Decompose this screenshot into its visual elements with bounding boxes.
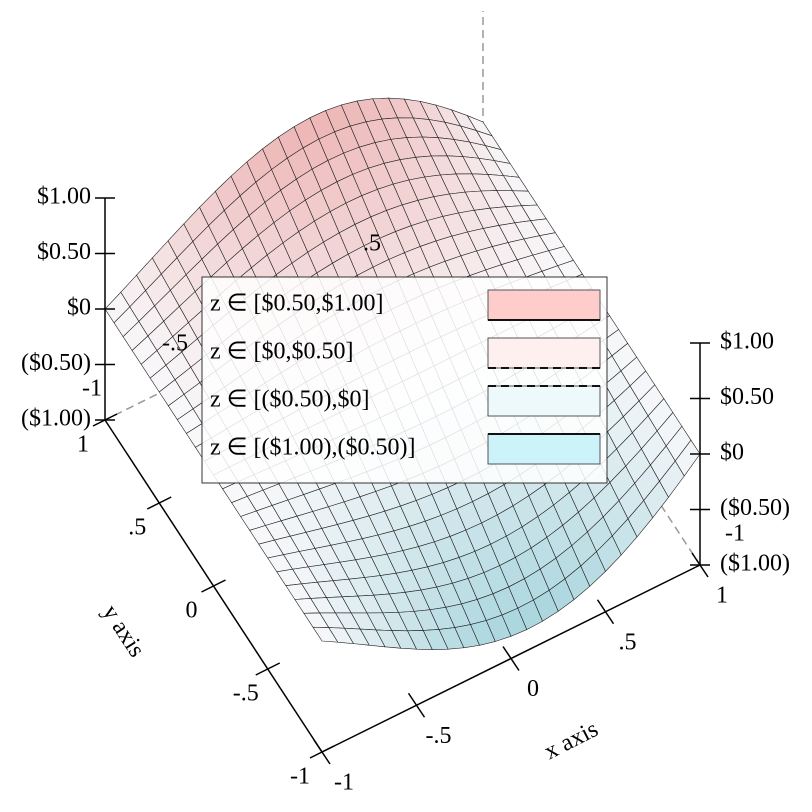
- legend-swatch: [487, 385, 601, 417]
- legend-label: z ∈ [$0,$0.50]: [210, 339, 354, 365]
- x-tick-label: -.5: [162, 331, 188, 357]
- z-tick-label: $1.00: [720, 329, 774, 355]
- z-tick-label: ($1.00): [720, 551, 790, 577]
- y-axis-label: y axis: [97, 600, 150, 662]
- z-tick-label: $0: [720, 440, 744, 466]
- x-axis-label: x axis: [540, 716, 602, 765]
- y-tick: [146, 496, 172, 510]
- x-tick-label: -1: [334, 770, 354, 796]
- x-tick-label: .5: [619, 629, 637, 655]
- z-tick-label: $1.00: [37, 184, 91, 210]
- z-tick-label: $0.50: [720, 384, 774, 410]
- y-tick-label: -1: [725, 521, 745, 547]
- z-tick-label: $0.50: [37, 239, 91, 265]
- x-tick-label: 1: [716, 583, 728, 609]
- y-tick-label: -.5: [233, 681, 259, 707]
- legend-swatch: [487, 289, 601, 321]
- legend-label: z ∈ [($1.00),($0.50)]: [210, 435, 416, 461]
- x-tick-label: -.5: [426, 723, 452, 749]
- z-tick-label: ($0.50): [21, 350, 91, 376]
- legend-swatch: [487, 433, 601, 465]
- x-tick: [407, 692, 426, 718]
- x-tick-label: 0: [527, 676, 539, 702]
- x-tick: [502, 646, 520, 671]
- y-tick-label: -1: [290, 764, 310, 790]
- legend-swatch: [487, 337, 601, 369]
- y-tick: [201, 579, 226, 593]
- y-tick-label: 1: [77, 432, 89, 458]
- y-tick: [309, 745, 335, 759]
- x-tick-label: -1: [82, 376, 102, 402]
- z-tick-label: ($1.00): [21, 406, 91, 432]
- z-tick-label: ($0.50): [720, 495, 790, 521]
- y-tick: [255, 662, 281, 676]
- y-tick-label: .5: [128, 515, 146, 541]
- y-tick-label: .5: [363, 231, 381, 257]
- x-tick: [596, 599, 615, 625]
- surface-cell: [312, 626, 339, 643]
- y-tick-label: 0: [186, 598, 198, 624]
- z-tick-label: $0: [67, 295, 91, 321]
- legend-label: z ∈ [($0.50),$0]: [210, 387, 370, 413]
- legend: z ∈ [$0.50,$1.00] z ∈ [$0,$0.50] z ∈ [($0.…: [201, 276, 608, 484]
- legend-label: z ∈ [$0.50,$1.00]: [210, 291, 384, 317]
